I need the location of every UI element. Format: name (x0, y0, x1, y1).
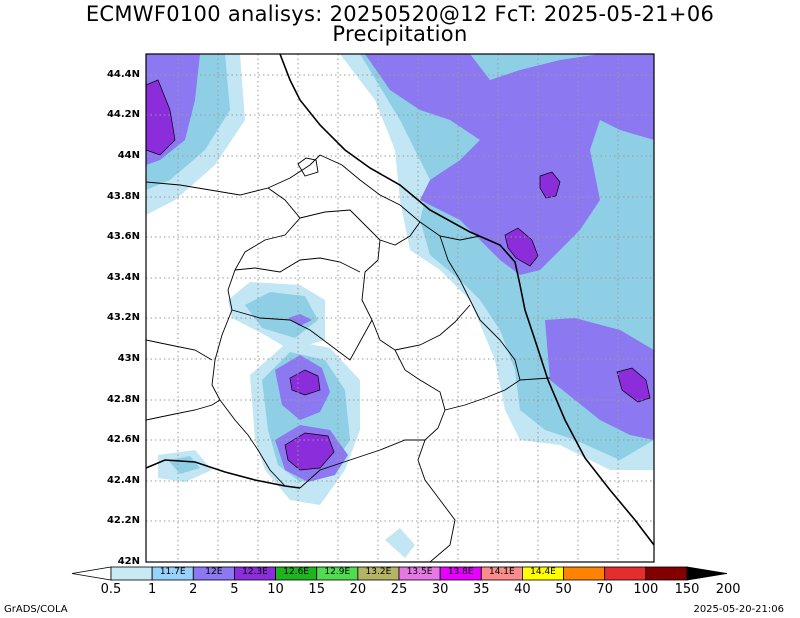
colorbar-level-label: 1 (148, 582, 157, 597)
lat-label: 42.2N (106, 515, 140, 526)
lat-label: 42.8N (106, 394, 140, 405)
lat-label: 43.6N (106, 231, 140, 242)
longitude-label: 12.6E (283, 567, 309, 577)
region-boundaries (146, 154, 551, 562)
colorbar (71, 566, 728, 581)
longitude-label: 13.5E (406, 567, 433, 577)
colorbar-level-label: 150 (674, 582, 700, 597)
colorbar-swatch (645, 566, 688, 581)
grid-lines (146, 54, 654, 562)
map-subtitle: Precipitation (332, 22, 468, 46)
colorbar-swatch (604, 566, 647, 581)
colorbar-level-label: 30 (431, 582, 449, 597)
lat-label: 42.6N (106, 434, 140, 445)
colorbar-level-label: 15 (308, 582, 325, 597)
colorbar-level-label: 50 (555, 582, 572, 597)
colorbar-level-label: 40 (514, 582, 531, 597)
precip-peak-area (146, 79, 651, 471)
longitude-label: 12E (205, 567, 223, 577)
footer-left: GrADS/COLA (4, 604, 68, 615)
lat-label: 43.4N (106, 272, 140, 283)
longitude-label: 13.2E (365, 567, 392, 577)
colorbar-level-label: 20 (349, 582, 367, 597)
longitude-label: 14.1E (488, 567, 515, 577)
longitude-label: 13.8E (447, 567, 474, 577)
colorbar-arrow-high (686, 566, 728, 581)
lat-label: 43.8N (106, 191, 140, 202)
longitude-label: 12.3E (242, 567, 268, 577)
lat-label: 44.2N (106, 109, 140, 120)
colorbar-level-label: 35 (473, 582, 490, 597)
footer-right: 2025-05-20-21:06 (693, 604, 784, 615)
colorbar-level-label: 200 (715, 582, 741, 597)
colorbar-level-label: 100 (633, 582, 659, 597)
colorbar-level-label: 10 (267, 582, 284, 597)
colorbar-level-label: 25 (390, 582, 408, 597)
map-title: ECMWF0100 analisys: 20250520@12 FcT: 202… (85, 2, 715, 26)
longitude-label: 14.4E (530, 567, 556, 577)
lat-label: 44N (117, 150, 140, 161)
longitude-label: 12.9E (324, 567, 351, 577)
colorbar-level-label: 70 (596, 582, 613, 597)
longitude-label: 11.7E (159, 567, 186, 577)
colorbar-arrow-low (71, 566, 112, 581)
colorbar-level-label: 5 (230, 582, 239, 597)
lat-label: 42.4N (106, 475, 140, 486)
plot-frame (145, 53, 655, 563)
lat-label: 42N (117, 556, 140, 567)
colorbar-level-label: 0.5 (100, 582, 122, 597)
colorbar-level-label: 2 (189, 582, 198, 597)
colorbar-swatch (110, 566, 153, 581)
lat-label: 43N (117, 353, 140, 364)
lat-label: 44.4N (106, 69, 140, 80)
lat-label: 43.2N (106, 312, 140, 323)
colorbar-swatch (563, 566, 606, 581)
